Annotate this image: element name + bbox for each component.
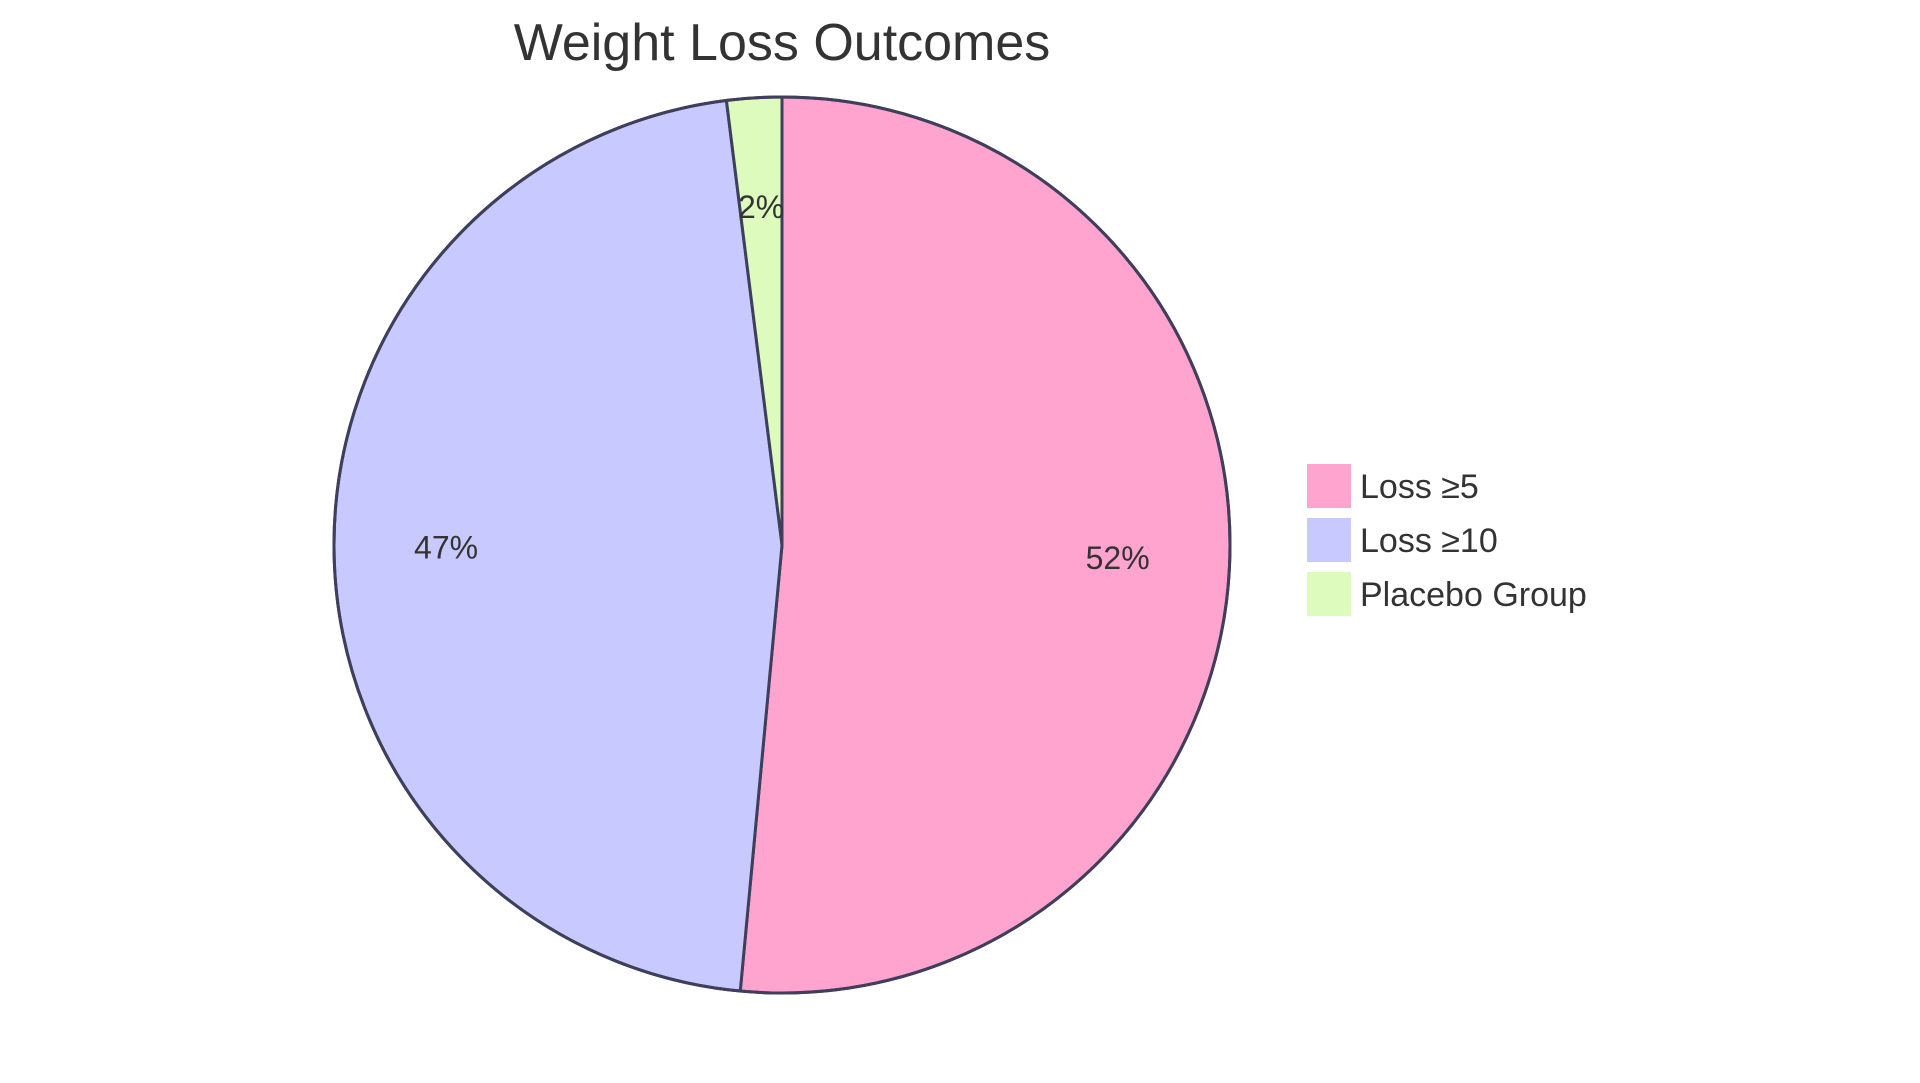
pie-outline: [332, 95, 1232, 995]
pie-slice: [738, 95, 1232, 995]
chart-title: Weight Loss Outcomes: [514, 14, 1051, 72]
slice-label: 47%: [414, 530, 478, 566]
legend-label: Loss ≥5: [1360, 468, 1479, 506]
legend-swatch: [1307, 464, 1351, 508]
slice-labels: 52% 47% 2%: [414, 189, 1150, 576]
slice-label: 52%: [1086, 540, 1150, 576]
legend-label: Loss ≥10: [1360, 522, 1498, 560]
legend-label: Placebo Group: [1360, 576, 1587, 614]
pie-slice: [332, 98, 784, 993]
legend-swatch: [1307, 572, 1351, 616]
slice-label: 2%: [738, 189, 784, 225]
legend-swatch: [1307, 518, 1351, 562]
legend: Loss ≥5 Loss ≥10 Placebo Group: [1307, 464, 1587, 616]
